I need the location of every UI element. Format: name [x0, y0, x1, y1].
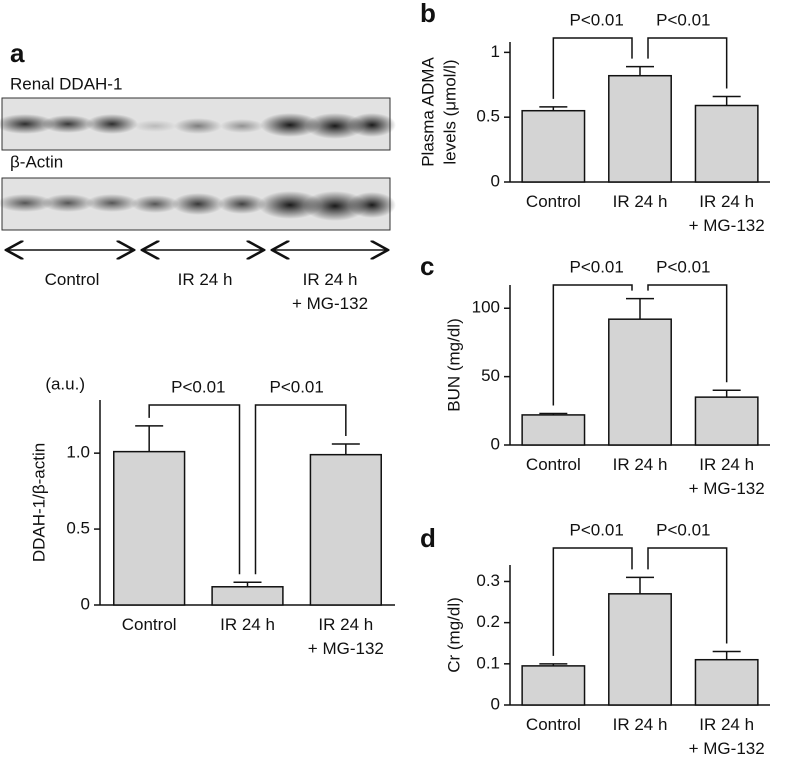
- significance-bracket: [647, 547, 728, 644]
- significance-label: P<0.01: [569, 520, 623, 539]
- y-tick-label: 0.2: [476, 612, 500, 631]
- significance-label: P<0.01: [656, 257, 710, 276]
- x-tick-label: IR 24 h: [612, 192, 668, 211]
- significance-label: P<0.01: [656, 520, 710, 539]
- y-axis-label: DDAH-1/β-actin: [29, 443, 48, 562]
- bar: [608, 318, 672, 446]
- bar: [521, 109, 586, 183]
- panel-letter: d: [420, 523, 436, 553]
- y-tick-label: 0.5: [476, 107, 500, 126]
- x-tick-label: IR 24 h + MG-132: [688, 715, 765, 758]
- bar: [211, 586, 284, 606]
- x-tick-label: IR 24 h: [612, 715, 668, 734]
- blot-label: Renal DDAH-1: [10, 74, 122, 93]
- x-tick-label: IR 24 h + MG-132: [688, 192, 765, 235]
- y-tick-label: 0: [81, 594, 90, 613]
- panel-letter: c: [420, 251, 434, 281]
- unit-label: (a.u.): [45, 374, 85, 393]
- x-tick-label: Control: [525, 715, 581, 734]
- y-tick-label: 1.0: [66, 443, 90, 462]
- x-tick-label: Control: [525, 455, 581, 474]
- bar: [521, 414, 586, 446]
- x-tick-label: IR 24 h: [220, 615, 275, 634]
- significance-bracket: [552, 284, 633, 406]
- significance-bracket: [647, 37, 728, 89]
- bar: [694, 396, 759, 446]
- significance-label: P<0.01: [569, 10, 623, 29]
- blot-label: β-Actin: [10, 152, 63, 171]
- significance-label: P<0.01: [569, 257, 623, 276]
- y-tick-label: 0: [491, 694, 500, 713]
- y-axis-label: Cr (mg/dl): [444, 597, 463, 673]
- significance-label: P<0.01: [269, 377, 323, 396]
- significance-bracket: [254, 404, 347, 575]
- blot-group: IR 24 h: [177, 270, 233, 289]
- y-tick-label: 0.3: [476, 571, 500, 590]
- y-tick-label: 50: [481, 366, 500, 385]
- x-tick-label: Control: [121, 615, 177, 634]
- blot-2: [0, 177, 396, 231]
- y-tick-label: 0: [491, 171, 500, 190]
- significance-bracket: [148, 404, 241, 575]
- x-tick-label: IR 24 h: [612, 455, 668, 474]
- bar: [694, 658, 759, 706]
- y-axis-label: Plasma ADMA: [418, 57, 437, 167]
- x-tick-label: IR 24 h + MG-132: [688, 455, 765, 498]
- significance-bracket: [647, 284, 728, 383]
- y-tick-label: 1: [491, 42, 500, 61]
- blot-group: IR 24 h + MG-132: [291, 270, 369, 313]
- bar: [608, 74, 672, 183]
- y-axis-label: BUN (mg/dl): [444, 318, 463, 412]
- bar: [309, 453, 382, 606]
- significance-bracket: [552, 547, 633, 656]
- panel-letter: a: [10, 38, 25, 68]
- y-tick-label: 0: [491, 434, 500, 453]
- significance-label: P<0.01: [171, 377, 225, 396]
- x-tick-label: Control: [525, 192, 581, 211]
- y-tick-label: 0.1: [476, 653, 500, 672]
- significance-bracket: [552, 37, 633, 99]
- x-tick-label: IR 24 h + MG-132: [307, 615, 384, 658]
- y-tick-label: 0.5: [66, 519, 90, 538]
- y-tick-label: 100: [472, 298, 500, 317]
- bar: [521, 665, 586, 706]
- bar: [608, 593, 672, 706]
- bar: [694, 104, 759, 183]
- y-axis-label: levels (μmol/l): [440, 59, 459, 164]
- blot-group: Control: [44, 270, 100, 289]
- bar: [113, 450, 186, 606]
- blot-1: [0, 97, 396, 151]
- significance-label: P<0.01: [656, 10, 710, 29]
- panel-letter: b: [420, 0, 436, 28]
